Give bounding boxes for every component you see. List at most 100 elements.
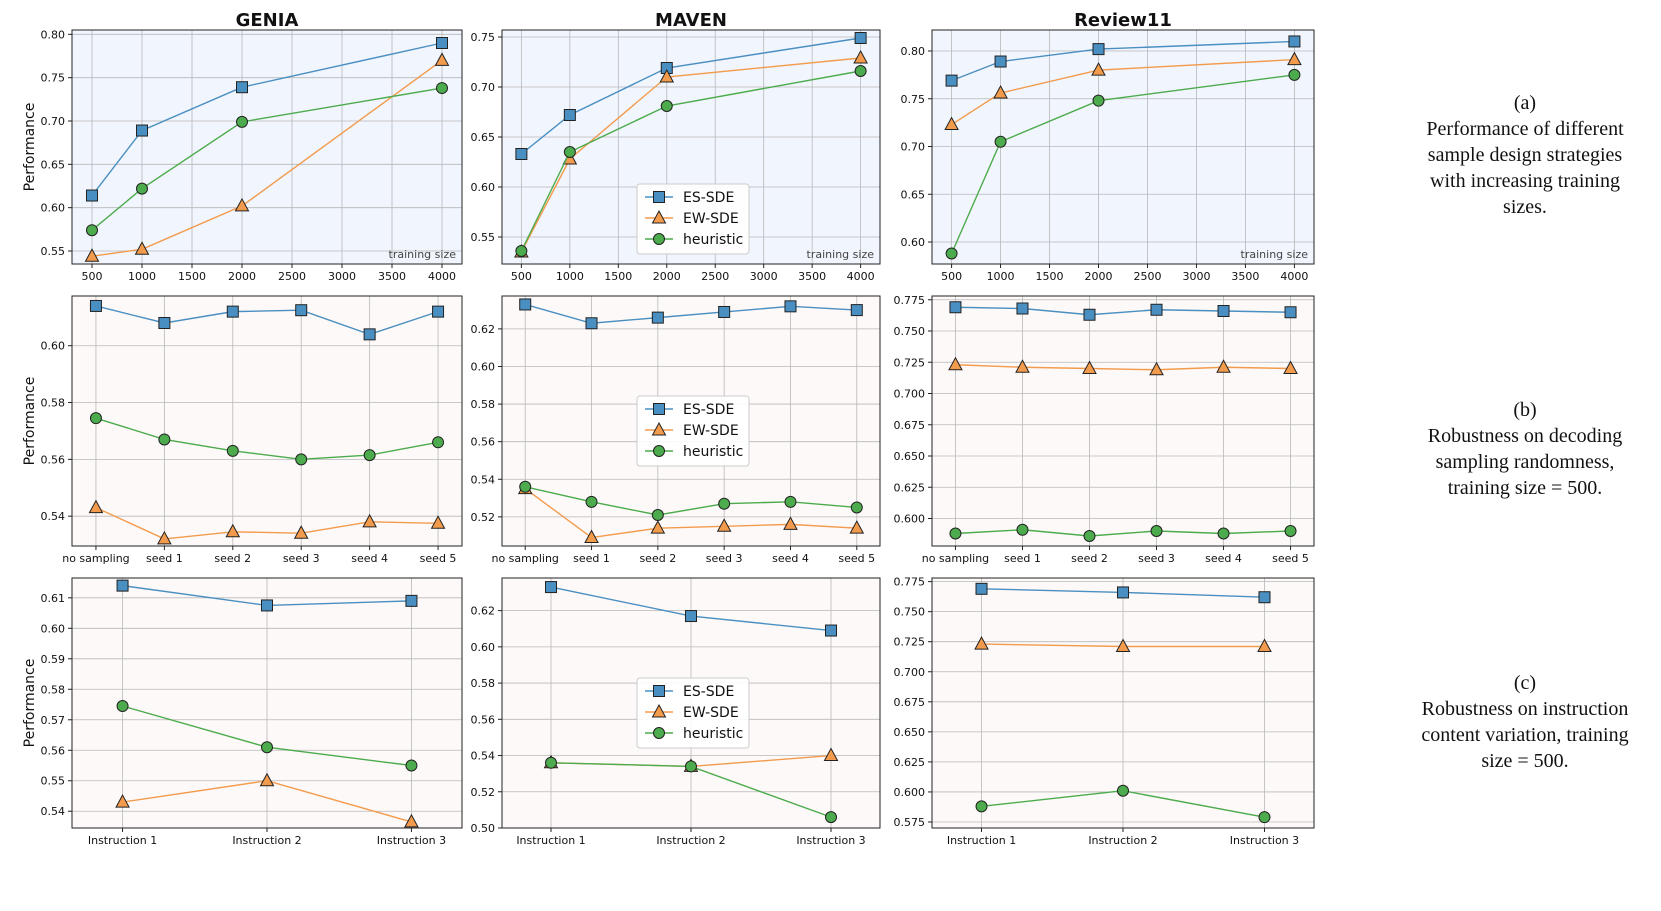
data-point-ew-sde [84,248,100,262]
series-line-es-sde [520,37,861,155]
data-point-heuristic [1217,527,1230,540]
data-point-ew-sde [1091,62,1106,76]
x-tick-label: 500 [82,270,103,283]
series-line-es-sde [91,42,443,196]
y-tick-label: 0.80 [901,45,926,58]
x-tick-label: Instruction 2 [232,834,301,847]
x-tick-label: 1000 [128,270,156,283]
x-tick-label: 500 [511,270,532,283]
training-size-annotation: training size [389,248,457,261]
y-tick-label: 0.58 [471,398,496,411]
data-point-heuristic [116,700,129,713]
data-point-ew-sde [434,52,450,66]
data-point-es-sde [784,300,797,313]
x-tick-label: seed 2 [1071,552,1108,565]
data-point-heuristic [158,433,171,446]
data-point-ew-sde [823,747,839,762]
panel-a-maven: 0.55 0.60 0.65 0.70 0.75 500 1000 1500 2000 2500 3… [471,29,881,283]
x-tick-label: seed 4 [772,552,809,565]
legend-label-heuristic: heuristic [683,232,743,248]
y-tick-label: 0.56 [471,713,496,726]
data-point-heuristic [949,527,962,540]
legend: ES-SDE EW-SDE heuristic [636,395,750,467]
legend-label-heuristic: heuristic [683,444,743,460]
y-tick-label: 0.60 [41,202,66,215]
y-tick-label: 0.57 [41,714,66,727]
data-point-es-sde [89,299,102,312]
data-point-ew-sde [650,520,666,534]
x-tick-label: Instruction 3 [377,834,446,847]
panel-a-review11: 0.60 0.65 0.70 0.75 0.80 500 1000 1500 2000 2500 3… [901,29,1315,283]
y-tick-label: 0.60 [41,340,66,353]
data-point-ew-sde [659,68,675,83]
y-tick-label: 0.54 [41,805,66,818]
data-point-es-sde [158,316,171,329]
panel-c-maven: 0.50 0.52 0.54 0.56 0.58 0.60 0.62 Instruction … [471,577,881,847]
data-point-es-sde [1150,303,1163,316]
y-tick-label: 0.700 [894,388,926,401]
data-point-ew-sde [234,197,250,212]
data-point-ew-sde [944,116,959,131]
y-tick-label: 0.70 [41,115,66,128]
legend-label-ew-sde: EW-SDE [683,705,739,721]
data-point-ew-sde [115,794,130,808]
x-tick-label: 2500 [701,270,729,283]
legend: ES-SDE EW-SDE heuristic [636,677,750,749]
data-point-es-sde [136,124,148,137]
series-line-ew-sde [520,57,861,253]
data-point-es-sde [563,109,576,121]
x-tick-label: seed 5 [420,552,457,565]
caption-c-line-2: content variation, training [1421,724,1629,746]
data-point-heuristic [515,245,528,257]
series-line-heuristic [950,74,1295,254]
caption-c-tag: (c) [1513,672,1537,694]
y-tick-label: 0.56 [471,436,496,449]
x-tick-label: 500 [941,270,962,283]
series-line-es-sde [525,303,857,324]
data-point-heuristic [563,146,576,158]
data-point-heuristic [1150,525,1163,537]
x-tick-label: seed 3 [1138,552,1175,565]
legend-label-ew-sde: EW-SDE [683,211,739,227]
data-point-es-sde [432,305,445,318]
data-point-heuristic [784,495,797,508]
data-point-es-sde [261,599,273,612]
series-line-heuristic [91,87,443,231]
data-point-ew-sde [849,520,865,534]
caption-b-line-2: sampling randomness, [1435,451,1615,473]
legend-marker-es-sde [653,403,665,415]
data-point-heuristic [685,760,697,773]
data-point-heuristic [261,741,273,754]
data-point-heuristic [825,811,837,824]
y-tick-label: 0.750 [894,325,926,338]
x-tick-label: Instruction 1 [88,834,157,847]
x-tick-label: no sampling [491,552,558,565]
data-point-ew-sde [157,530,172,545]
series-line-es-sde [951,40,1295,82]
legend-marker-es-sde [653,685,665,697]
data-point-heuristic [1083,530,1096,542]
plot-frame [931,295,1315,547]
y-tick-label: 0.60 [471,181,496,194]
y-tick-label: 0.62 [471,605,496,618]
x-tick-label: no sampling [62,552,129,565]
legend: ES-SDE EW-SDE heuristic [636,183,750,255]
x-tick-label: 3500 [378,270,406,283]
legend-marker-ew-sde [651,209,667,224]
y-tick-label: 0.65 [41,158,66,171]
data-point-ew-sde [1015,359,1030,373]
y-tick-label: 0.650 [894,726,926,739]
x-tick-label: 1500 [1036,270,1064,283]
y-tick-label: 0.55 [471,231,496,244]
plot-background [932,30,1314,264]
x-tick-label: Instruction 2 [1088,834,1157,847]
x-tick-label: seed 1 [573,552,610,565]
y-tick-label: 0.60 [471,641,496,654]
plot-frame [71,29,463,265]
y-tick-label: 0.58 [41,397,66,410]
data-point-ew-sde [1283,360,1298,374]
column-title-maven: MAVEN [655,10,727,31]
data-point-es-sde [1117,586,1129,599]
x-tick-label: seed 2 [214,552,251,565]
caption-b-line-1: Robustness on decoding [1427,425,1623,447]
